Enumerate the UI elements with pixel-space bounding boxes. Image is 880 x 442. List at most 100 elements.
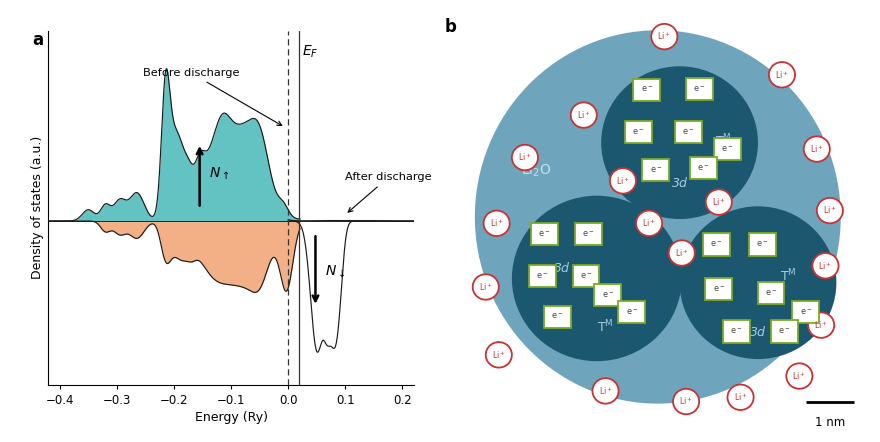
Ellipse shape [475, 30, 840, 404]
Text: Li$^+$: Li$^+$ [492, 349, 506, 361]
Text: Li$_2$O: Li$_2$O [521, 162, 551, 179]
Text: Li$^+$: Li$^+$ [675, 247, 689, 259]
Circle shape [769, 62, 795, 88]
Circle shape [673, 389, 700, 414]
Circle shape [512, 196, 682, 361]
FancyBboxPatch shape [771, 320, 797, 343]
FancyBboxPatch shape [594, 284, 621, 306]
Text: Li$^+$: Li$^+$ [576, 109, 590, 121]
Circle shape [808, 312, 834, 338]
Text: e$^-$: e$^-$ [800, 308, 812, 317]
FancyBboxPatch shape [575, 223, 602, 245]
FancyBboxPatch shape [675, 121, 701, 143]
Text: b: b [444, 18, 456, 35]
FancyBboxPatch shape [532, 223, 558, 245]
Circle shape [473, 274, 499, 300]
Text: Li$^+$: Li$^+$ [616, 175, 630, 187]
FancyBboxPatch shape [722, 320, 750, 343]
FancyBboxPatch shape [714, 138, 741, 160]
Text: e$^-$: e$^-$ [698, 164, 709, 173]
Text: T$^\mathregular{M}$: T$^\mathregular{M}$ [598, 319, 613, 335]
Text: 3$d$: 3$d$ [749, 324, 767, 339]
Text: e$^-$: e$^-$ [778, 327, 790, 336]
Circle shape [728, 385, 753, 410]
Text: Li$^+$: Li$^+$ [818, 260, 832, 271]
Text: e$^-$: e$^-$ [765, 289, 777, 298]
Text: e$^-$: e$^-$ [602, 291, 614, 300]
Circle shape [651, 24, 678, 50]
Text: Li$^+$: Li$^+$ [489, 217, 503, 229]
Circle shape [486, 342, 512, 368]
Text: 3$d$: 3$d$ [671, 176, 688, 190]
FancyBboxPatch shape [544, 305, 571, 328]
Text: e$^-$: e$^-$ [552, 312, 564, 321]
Text: Li$^+$: Li$^+$ [679, 396, 693, 408]
Text: e$^-$: e$^-$ [682, 127, 694, 137]
Text: Li$^+$: Li$^+$ [810, 143, 824, 155]
Circle shape [636, 210, 662, 236]
Text: $N$$_{\uparrow}$: $N$$_{\uparrow}$ [209, 166, 230, 183]
Text: e$^-$: e$^-$ [580, 271, 592, 281]
Text: $E$$_\mathregular{F}$: $E$$_\mathregular{F}$ [303, 43, 319, 60]
Circle shape [817, 198, 843, 223]
FancyBboxPatch shape [573, 265, 599, 287]
Circle shape [592, 378, 619, 404]
FancyBboxPatch shape [706, 278, 732, 300]
Circle shape [571, 103, 597, 128]
Text: Li$^+$: Li$^+$ [712, 196, 726, 208]
FancyBboxPatch shape [619, 301, 645, 324]
Text: $N$$_{\downarrow}$: $N$$_{\downarrow}$ [325, 263, 345, 279]
FancyBboxPatch shape [625, 121, 651, 143]
Text: e$^-$: e$^-$ [632, 127, 644, 137]
Text: Li$^+$: Li$^+$ [518, 152, 532, 164]
Text: e$^-$: e$^-$ [641, 85, 653, 95]
FancyBboxPatch shape [634, 79, 660, 101]
Text: e$^-$: e$^-$ [730, 327, 743, 336]
Circle shape [803, 136, 830, 162]
Text: Li$^+$: Li$^+$ [657, 31, 671, 42]
Text: Li$^+$: Li$^+$ [775, 69, 789, 80]
Text: Li$^+$: Li$^+$ [814, 319, 828, 331]
Circle shape [601, 66, 758, 219]
Text: Before discharge: Before discharge [143, 68, 282, 126]
Text: e$^-$: e$^-$ [539, 229, 551, 239]
Circle shape [787, 363, 812, 389]
Circle shape [512, 145, 538, 170]
Text: Li$^+$: Li$^+$ [642, 217, 656, 229]
Text: e$^-$: e$^-$ [722, 144, 734, 154]
Text: Li$^+$: Li$^+$ [792, 370, 806, 382]
Text: e$^-$: e$^-$ [626, 308, 638, 317]
Text: e$^-$: e$^-$ [582, 229, 594, 239]
Circle shape [669, 240, 695, 266]
Text: e$^-$: e$^-$ [649, 165, 662, 175]
Text: Li$^+$: Li$^+$ [734, 392, 748, 403]
Text: e$^-$: e$^-$ [713, 284, 725, 294]
Circle shape [610, 168, 636, 194]
Text: e$^-$: e$^-$ [693, 84, 705, 94]
Text: After discharge: After discharge [345, 172, 432, 212]
Circle shape [484, 210, 510, 236]
Text: a: a [32, 31, 43, 49]
Text: Li$^+$: Li$^+$ [823, 205, 837, 217]
Text: Li$^+$: Li$^+$ [598, 385, 612, 397]
Text: T$^\mathregular{M}$: T$^\mathregular{M}$ [715, 132, 731, 149]
Circle shape [679, 206, 836, 359]
FancyBboxPatch shape [703, 233, 730, 255]
FancyBboxPatch shape [642, 159, 669, 181]
FancyBboxPatch shape [690, 157, 717, 179]
Y-axis label: Density of states (a.u.): Density of states (a.u.) [31, 136, 44, 279]
Circle shape [812, 253, 839, 278]
FancyBboxPatch shape [749, 233, 776, 255]
Circle shape [706, 189, 732, 215]
X-axis label: Energy (Ry): Energy (Ry) [194, 411, 268, 424]
Text: e$^-$: e$^-$ [756, 240, 768, 249]
FancyBboxPatch shape [529, 265, 556, 287]
Text: 3$d$: 3$d$ [553, 261, 571, 275]
FancyBboxPatch shape [793, 301, 819, 324]
Text: 1 nm: 1 nm [815, 416, 845, 429]
Text: Li$^+$: Li$^+$ [479, 281, 493, 293]
Text: T$^\mathregular{M}$: T$^\mathregular{M}$ [781, 268, 796, 285]
FancyBboxPatch shape [686, 78, 713, 100]
Text: e$^-$: e$^-$ [710, 240, 722, 249]
FancyBboxPatch shape [758, 282, 784, 305]
